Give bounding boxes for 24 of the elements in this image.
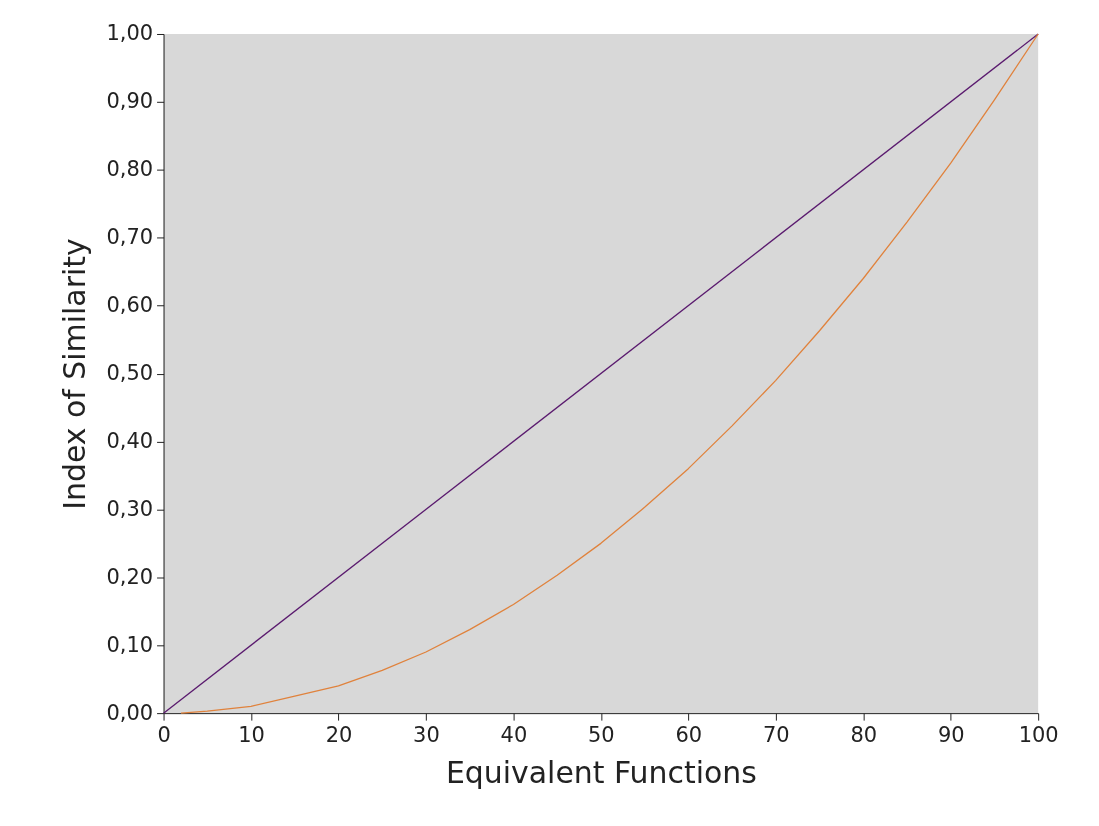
y-tick-label: 0,40 — [106, 428, 154, 453]
x-tick-label: 40 — [500, 722, 528, 747]
x-tick-label: 50 — [588, 722, 615, 747]
y-tick-label: 0,50 — [106, 361, 154, 386]
x-tick-label: 60 — [675, 722, 703, 747]
x-tick-label: 10 — [238, 722, 265, 747]
x-tick-label: 70 — [762, 722, 790, 747]
y-tick-label: 0,70 — [106, 225, 154, 250]
x-tick-label: 80 — [850, 722, 878, 747]
y-tick-label: 0,80 — [106, 157, 154, 182]
y-tick-label: 0,20 — [106, 564, 154, 589]
x-tick-label: 20 — [325, 722, 353, 747]
x-axis-title: Equivalent Functions — [445, 755, 757, 791]
y-tick-label: 0,10 — [106, 632, 154, 657]
x-tick-label: 90 — [937, 722, 965, 747]
x-tick-label: 0 — [157, 722, 171, 747]
y-tick-label: 1,00 — [106, 21, 154, 46]
y-tick-label: 0,30 — [106, 496, 154, 521]
y-axis-title: Index of Similarity — [56, 238, 92, 510]
y-tick-label: 0,00 — [106, 700, 154, 725]
x-tick-label: 100 — [1018, 722, 1059, 747]
x-tick-label: 30 — [413, 722, 440, 747]
y-tick-label: 0,60 — [106, 293, 154, 318]
y-tick-label: 0,90 — [106, 89, 154, 114]
